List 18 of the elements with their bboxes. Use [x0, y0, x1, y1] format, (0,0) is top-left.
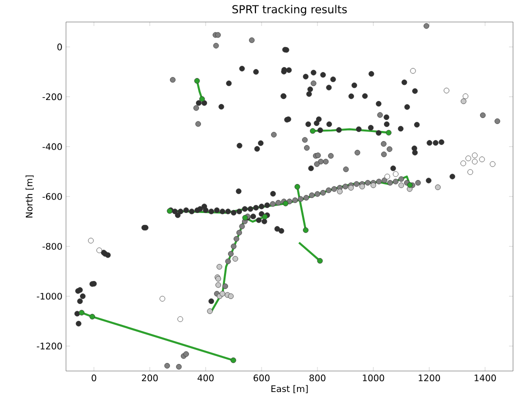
x-tick-label: 400 [198, 374, 214, 382]
x-tick-label: 800 [309, 374, 326, 382]
x-tick-label: 0 [92, 374, 96, 382]
y-tick-label: -200 [42, 93, 62, 100]
y-tick-label: -600 [42, 193, 62, 200]
x-tick-label: 600 [254, 374, 270, 382]
y-tick-label: -1200 [36, 342, 62, 350]
x-tick-label: 1200 [418, 374, 440, 382]
x-axis-title: East [m] [271, 385, 308, 394]
chart-title: SPRT tracking results [232, 4, 347, 16]
y-tick-label: -800 [42, 242, 62, 250]
y-tick-label: -400 [42, 143, 62, 150]
y-tick-label: 0 [57, 44, 62, 50]
y-axis-title: North [m] [26, 175, 34, 218]
x-tick-label: 200 [142, 374, 158, 382]
x-tick-label: 1000 [362, 374, 384, 382]
x-tick-label: 1400 [474, 374, 496, 382]
y-tick-label: -1000 [36, 292, 62, 300]
